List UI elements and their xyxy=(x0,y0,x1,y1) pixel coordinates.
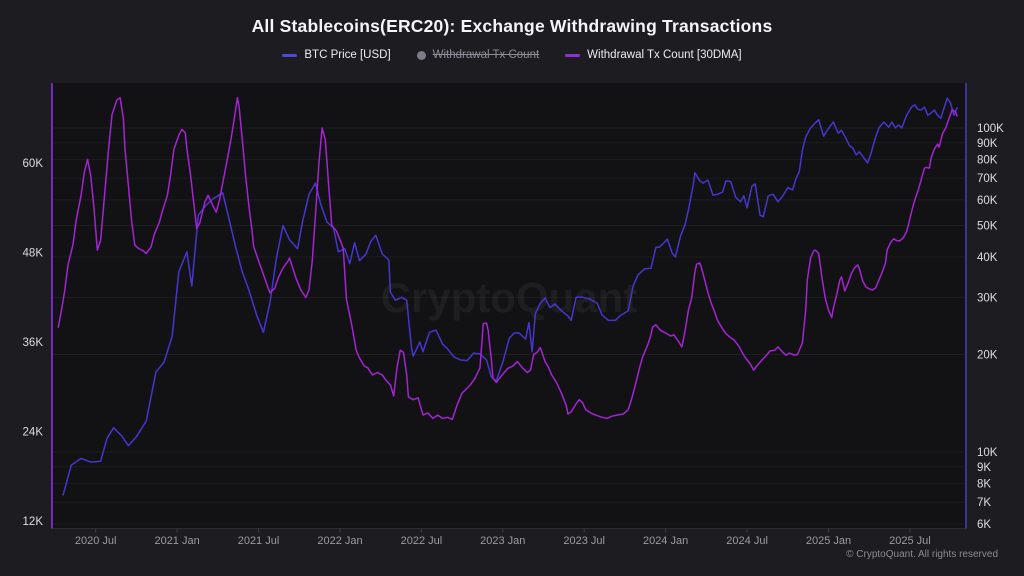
x-tick-label: 2025 Jan xyxy=(806,535,851,547)
x-tick-label: 2023 Jul xyxy=(563,535,605,547)
x-tick-label: 2020 Jul xyxy=(75,535,117,547)
left-tick-label: 24K xyxy=(23,427,44,439)
legend-line-marker-icon xyxy=(282,53,298,57)
right-tick-label: 6K xyxy=(977,519,991,531)
legend-item-btc-price[interactable]: BTC Price [USD] xyxy=(282,49,391,61)
legend-item-withdrawal-tx-count[interactable]: Withdrawal Tx Count xyxy=(416,49,540,61)
x-tick-label: 2022 Jan xyxy=(317,535,362,547)
legend-label-withdrawal-tx-count: Withdrawal Tx Count xyxy=(432,49,540,61)
right-tick-label: 100K xyxy=(977,123,1004,135)
right-tick-label: 50K xyxy=(977,221,998,233)
series-withdrawal-tx-count-30dma xyxy=(57,96,958,421)
x-tick-label: 2024 Jan xyxy=(643,535,688,547)
right-tick-label: 7K xyxy=(977,497,991,509)
watermark: CryptoQuant xyxy=(381,274,638,321)
legend-line-marker-icon xyxy=(565,53,581,57)
right-tick-label: 9K xyxy=(977,462,991,474)
legend-label-withdrawal-tx-count-30dma: Withdrawal Tx Count [30DMA] xyxy=(587,49,742,61)
copyright: © CryptoQuant. All rights reserved xyxy=(846,549,998,560)
legend-item-withdrawal-tx-count-30dma[interactable]: Withdrawal Tx Count [30DMA] xyxy=(565,49,742,61)
right-tick-label: 40K xyxy=(977,252,998,264)
x-tick-label: 2021 Jan xyxy=(154,535,199,547)
right-tick-label: 10K xyxy=(977,447,998,459)
right-tick-label: 90K xyxy=(977,138,998,150)
left-tick-label: 48K xyxy=(23,248,44,260)
left-tick-label: 36K xyxy=(23,337,44,349)
left-tick-label: 60K xyxy=(23,158,44,170)
x-tick-label: 2022 Jul xyxy=(401,535,443,547)
right-tick-label: 60K xyxy=(977,195,998,207)
legend: BTC Price [USD] Withdrawal Tx Count With… xyxy=(0,49,1024,61)
right-tick-label: 70K xyxy=(977,173,998,185)
right-tick-label: 8K xyxy=(977,478,991,490)
legend-dot-marker-icon xyxy=(416,50,426,60)
x-tick-label: 2021 Jul xyxy=(238,535,280,547)
x-tick-label: 2023 Jan xyxy=(480,535,525,547)
left-tick-label: 12K xyxy=(23,516,44,528)
x-tick-label: 2025 Jul xyxy=(889,535,931,547)
right-tick-label: 80K xyxy=(977,154,998,166)
right-tick-label: 30K xyxy=(977,292,998,304)
right-tick-label: 20K xyxy=(977,349,998,361)
plot-area xyxy=(52,83,966,529)
series-btc-price xyxy=(62,97,958,496)
legend-label-btc-price: BTC Price [USD] xyxy=(304,49,391,61)
chart-title: All Stablecoins(ERC20): Exchange Withdra… xyxy=(251,16,773,36)
x-tick-label: 2024 Jul xyxy=(726,535,768,547)
